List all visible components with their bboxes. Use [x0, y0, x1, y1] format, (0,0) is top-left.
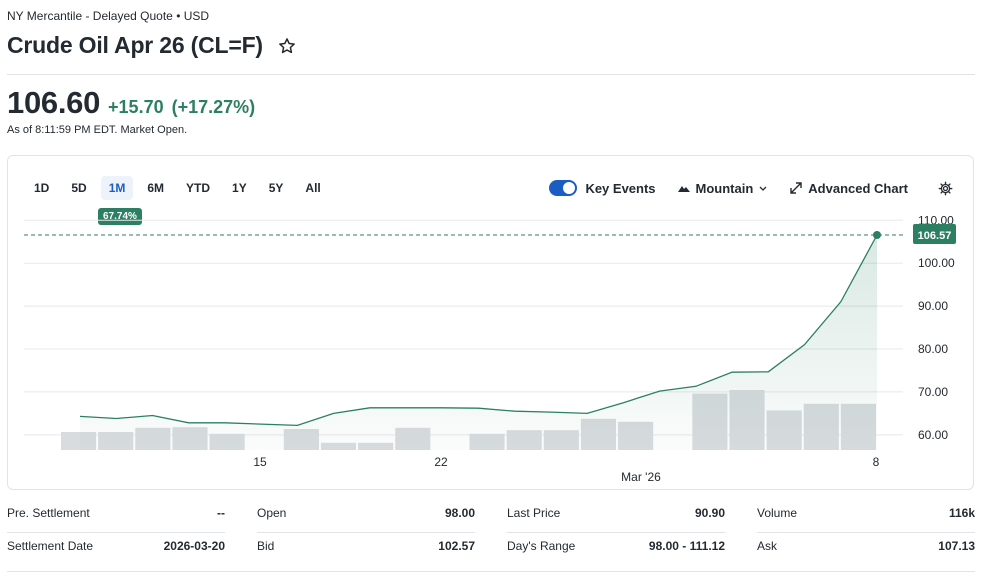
current-price: 106.60	[7, 85, 101, 120]
stat-label: Bid	[257, 539, 275, 553]
price-change-percent: (+17.27%)	[171, 97, 256, 117]
price-chart[interactable]: 60.00 70.00 80.00 90.00 100.00 110.00 106.57 15…	[8, 156, 975, 491]
range-5d[interactable]: 5D	[71, 181, 87, 195]
star-icon[interactable]	[277, 36, 297, 56]
stat-label: Last Price	[507, 506, 561, 520]
range-6m[interactable]: 6M	[147, 181, 165, 195]
mountain-icon	[677, 186, 690, 192]
price-change: +15.70	[108, 97, 164, 117]
chart-type-dropdown[interactable]: Mountain	[677, 180, 769, 196]
stat-label: Pre. Settlement	[7, 506, 90, 520]
settings-button[interactable]	[938, 181, 953, 196]
x-tick-label: 8	[873, 455, 880, 469]
stat-value: --	[217, 506, 225, 520]
range-ytd[interactable]: YTD	[186, 181, 211, 195]
stat-value: 107.13	[938, 539, 975, 553]
y-tick-label: 90.00	[918, 299, 948, 313]
last-price-dot	[873, 231, 881, 240]
chart-card: 1D 5D 1M 6M YTD 1Y 5Y All 67.74% Key Eve…	[7, 155, 974, 490]
key-events-label: Key Events	[585, 180, 656, 196]
y-tick-label: 60.00	[918, 428, 948, 442]
key-events-toggle[interactable]: Key Events	[549, 180, 656, 196]
last-price-tag	[913, 224, 956, 245]
advanced-chart-button[interactable]: Advanced Chart	[790, 181, 908, 196]
stat-value: 98.00 - 111.12	[648, 539, 725, 553]
stat-value: 98.00	[444, 506, 475, 520]
toggle-switch-icon[interactable]	[549, 180, 578, 196]
gear-icon	[938, 181, 953, 195]
header-divider	[7, 74, 975, 75]
stat-label: Settlement Date	[7, 539, 94, 553]
x-tick-label: Mar '26	[621, 470, 661, 484]
stat-label: Open	[257, 506, 287, 520]
last-price-label: 106.57	[918, 230, 952, 242]
quote-timestamp: As of 8:11:59 PM EDT. Market Open.	[7, 124, 188, 136]
stat-value: 2026-03-20	[163, 539, 225, 553]
range-all[interactable]: All	[305, 181, 321, 195]
range-5y[interactable]: 5Y	[268, 181, 284, 195]
chart-toolbar: Key Events Mountain Advanced Chart	[527, 180, 953, 196]
footer-divider	[7, 571, 975, 572]
stat-value: 116k	[948, 506, 975, 520]
price-line	[79, 234, 878, 427]
y-tick-label: 70.00	[918, 385, 948, 399]
range-1y[interactable]: 1Y	[232, 181, 247, 195]
expand-icon	[790, 182, 802, 194]
stat-value: 90.90	[694, 506, 725, 520]
stat-value: 102.57	[438, 539, 475, 553]
chart-type-label: Mountain	[695, 180, 754, 196]
stat-label: Ask	[757, 539, 778, 553]
range-1d[interactable]: 1D	[34, 181, 50, 195]
range-1m[interactable]: 1M	[100, 176, 134, 200]
y-tick-label: 110.00	[918, 213, 954, 227]
y-tick-label: 80.00	[918, 342, 948, 356]
advanced-chart-label: Advanced Chart	[808, 180, 908, 196]
chevron-down-icon	[759, 186, 767, 191]
x-tick-label: 15	[253, 455, 267, 469]
stat-label: Volume	[757, 506, 798, 520]
price-area	[80, 235, 877, 450]
stat-label: Day's Range	[507, 539, 576, 553]
range-selector: 1D 5D 1M 6M YTD 1Y 5Y All	[26, 176, 329, 200]
x-tick-label: 22	[434, 455, 448, 469]
page-title: Crude Oil Apr 26 (CL=F)	[7, 32, 263, 58]
y-tick-label: 100.00	[918, 256, 955, 270]
exchange-info: NY Mercantile - Delayed Quote • USD	[7, 9, 210, 23]
